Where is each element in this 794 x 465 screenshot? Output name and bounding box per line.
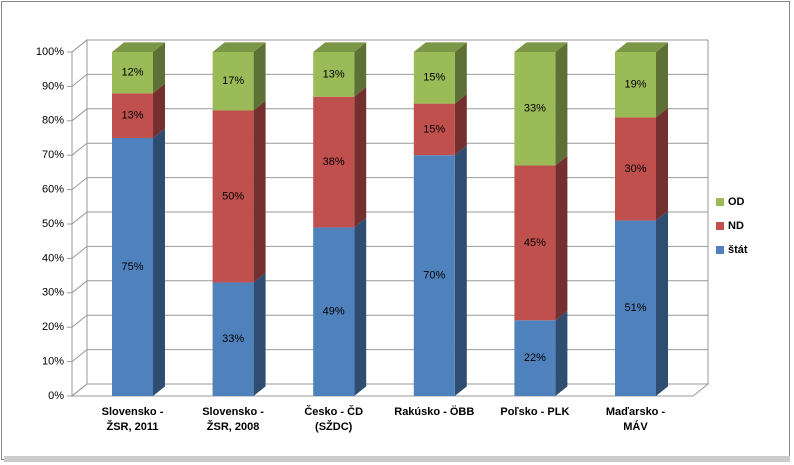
bar-side [454, 42, 467, 104]
value-label: 50% [222, 190, 244, 202]
value-label: 33% [524, 103, 546, 115]
bar-side [656, 210, 668, 396]
grid-line [71, 211, 708, 225]
bar-side [656, 42, 668, 118]
grid-line [71, 349, 708, 362]
bar-side [656, 107, 668, 221]
legend-swatch [716, 222, 724, 230]
value-label: 13% [121, 110, 143, 122]
y-tick-label: 40% [42, 252, 64, 264]
bar-top [514, 42, 568, 52]
value-label: 13% [323, 68, 345, 80]
value-label: 15% [423, 72, 445, 84]
value-label: 75% [121, 261, 143, 273]
value-label: 45% [524, 237, 546, 249]
legend-swatch [716, 246, 724, 254]
frame-shadow [4, 456, 790, 462]
value-label: 33% [222, 333, 244, 345]
legend-label: štát [728, 244, 748, 256]
bar [212, 52, 254, 111]
bar [413, 103, 455, 156]
bar-side [454, 94, 467, 156]
y-tick-label: 30% [42, 287, 64, 299]
bar [615, 52, 656, 118]
grid-line [71, 245, 708, 259]
y-tick-label: 20% [42, 321, 64, 333]
value-label: 70% [423, 270, 445, 282]
x-tick-label: Poľsko - PLK [500, 406, 570, 418]
bar [313, 52, 355, 97]
bar-side [555, 310, 568, 396]
bar-side [354, 217, 367, 396]
bar-side [555, 42, 568, 166]
bar-side [454, 145, 467, 396]
grid-line [71, 108, 708, 122]
bar-side [153, 83, 165, 138]
legend-swatch [716, 198, 724, 206]
legend-label: ND [728, 220, 744, 232]
bar [514, 165, 556, 321]
bar [313, 227, 355, 396]
y-tick-label: 100% [36, 46, 64, 58]
value-label: 12% [121, 67, 143, 79]
bar [313, 96, 355, 228]
bar-top [615, 42, 668, 52]
bar [514, 320, 556, 396]
bar-side [555, 155, 568, 321]
bar-side [253, 272, 266, 396]
y-tick-label: 10% [42, 356, 64, 368]
value-label: 51% [624, 302, 646, 314]
bar-top [112, 42, 165, 52]
grid-line [71, 142, 708, 156]
x-tick-label: Slovensko - ŽSR, 2011 [101, 406, 164, 433]
grid-line [71, 383, 708, 397]
grid-line [71, 177, 708, 190]
bar-side [354, 42, 367, 97]
y-tick-label: 90% [42, 80, 64, 92]
value-label: 15% [423, 123, 445, 135]
bar-side [153, 42, 165, 94]
value-label: 22% [524, 352, 546, 364]
bar [514, 52, 556, 166]
floor [70, 383, 710, 397]
grid-line [71, 280, 708, 294]
x-tick-label: Slovensko - ŽSR, 2008 [202, 406, 264, 433]
grid-line [71, 73, 708, 87]
bar-top [212, 42, 266, 52]
bar-side [253, 100, 266, 283]
y-tick-label: 0% [48, 390, 64, 402]
bar-top [413, 42, 467, 52]
bar [112, 138, 153, 396]
bar [413, 155, 455, 396]
value-label: 19% [624, 79, 646, 91]
bar [112, 52, 153, 94]
x-tick-label: Česko - ČD (SŽDC) [304, 406, 364, 433]
value-label: 38% [323, 156, 345, 168]
y-tick-label: 80% [42, 115, 64, 127]
bar [212, 110, 254, 283]
grid-line [71, 314, 708, 328]
y-tick-label: 50% [42, 218, 64, 230]
y-tick-label: 60% [42, 184, 64, 196]
y-tick-label: 70% [42, 149, 64, 161]
bar [615, 117, 656, 221]
x-tick-label: Maďarsko - MÁV [605, 406, 666, 433]
bar [212, 282, 254, 396]
bar-side [153, 128, 165, 396]
value-label: 49% [323, 306, 345, 318]
bar [112, 93, 153, 138]
legend-label: OD [728, 196, 745, 208]
bar-side [253, 42, 266, 111]
bar [615, 220, 656, 396]
grid-line [71, 39, 708, 53]
x-tick-label: Rakúsko - ÖBB [394, 406, 475, 418]
value-label: 30% [624, 163, 646, 175]
bar-top [313, 42, 367, 52]
bar [413, 52, 455, 104]
value-label: 17% [222, 75, 244, 87]
bar-side [354, 87, 367, 228]
